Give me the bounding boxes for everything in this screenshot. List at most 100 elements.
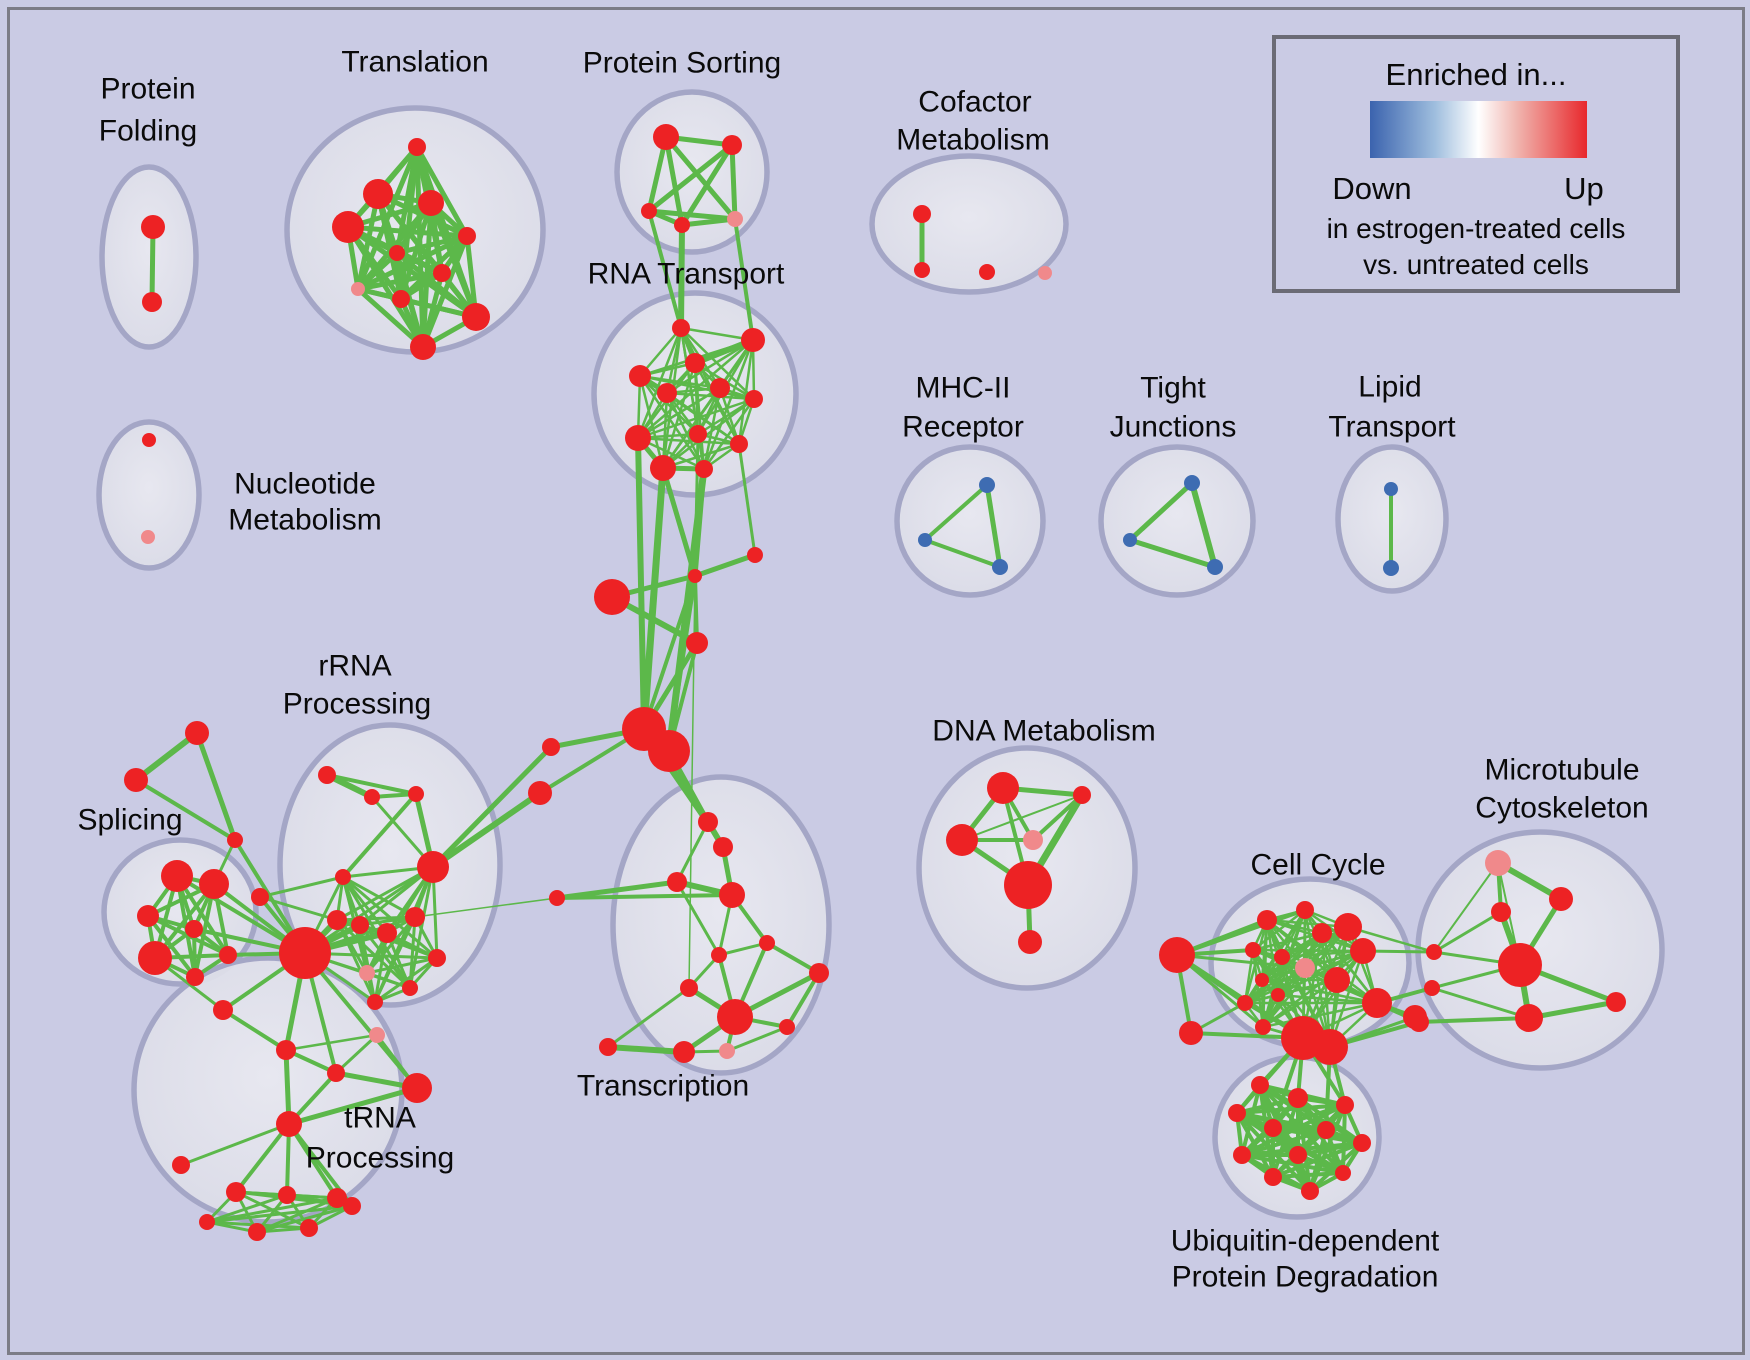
cluster-label-rrna-processing: rRNA (318, 650, 391, 683)
gene-set-node (351, 916, 369, 934)
enrichment-edge (394, 233, 470, 256)
gene-set-node (142, 433, 156, 447)
cluster-ellipse-nucleotide-metabolism (96, 419, 202, 571)
enrichment-edge (1432, 910, 1503, 954)
gene-set-node (1312, 1029, 1348, 1065)
enrichment-edge (1251, 948, 1365, 953)
gene-set-node (186, 968, 204, 986)
gene-set-node (745, 390, 763, 408)
gene-set-node (686, 632, 708, 654)
gene-set-node (987, 772, 1019, 804)
enrichment-edge (355, 250, 400, 292)
gene-set-node (199, 1214, 215, 1230)
gene-set-node (458, 227, 476, 245)
enrichment-edge (1271, 1141, 1364, 1179)
cluster-label-cell-cycle: Cell Cycle (1250, 849, 1385, 882)
enrichment-edge (984, 482, 1003, 570)
gene-set-node (185, 721, 209, 745)
cluster-label-dna-metabolism: DNA Metabolism (932, 715, 1155, 748)
cluster-ellipse-cofactor-metabolism (869, 153, 1069, 295)
gene-set-node (594, 579, 630, 615)
gene-set-node (417, 851, 449, 883)
gene-set-node (1288, 1088, 1308, 1108)
gene-set-node (914, 262, 930, 278)
gene-set-node (549, 890, 565, 906)
cluster-label-nucleotide-metabolism: Nucleotide (234, 468, 376, 501)
cluster-ellipse-mhc-ii-receptor (894, 444, 1046, 598)
gene-set-node (1245, 942, 1261, 958)
gene-set-node (1606, 992, 1626, 1012)
enrichment-edge (341, 875, 417, 919)
enrichment-edge (638, 374, 665, 470)
gene-set-node (719, 1043, 735, 1059)
enrichment-edge (636, 436, 741, 446)
gene-set-node (279, 927, 331, 979)
enrichment-edge (737, 442, 757, 557)
gene-set-node (1334, 913, 1362, 941)
gene-set-node (227, 832, 243, 848)
cluster-label-tight-junctions: Tight (1140, 372, 1206, 405)
gene-set-node (318, 766, 336, 784)
enrichment-edge (733, 217, 755, 342)
legend-box: Enriched in... Down Up in estrogen-treat… (1272, 35, 1680, 293)
gene-set-node (219, 946, 237, 964)
enrichment-edge (692, 466, 707, 579)
gene-set-node (327, 910, 347, 930)
enrichment-edge (345, 224, 426, 350)
gene-set-node (408, 138, 426, 156)
gene-set-node (199, 869, 229, 899)
enrichment-edge (365, 915, 417, 975)
gene-set-node (1264, 1168, 1282, 1186)
gene-set-node (335, 869, 351, 885)
gene-set-node (747, 547, 763, 563)
gene-set-node (433, 264, 451, 282)
gene-set-node (689, 425, 707, 443)
enrichment-edge (1526, 999, 1619, 1021)
enrichment-edge (646, 142, 735, 214)
gene-set-node (410, 334, 436, 360)
gene-set-node (327, 1188, 347, 1208)
enrichment-edge (1175, 953, 1307, 970)
enrichment-edge (255, 1204, 354, 1234)
enrichment-edge (325, 773, 418, 796)
legend-caption-line1: in estrogen-treated cells (1326, 213, 1626, 244)
gene-set-node (142, 292, 162, 312)
gene-set-node (1251, 1076, 1269, 1094)
gene-set-node (667, 872, 687, 892)
cluster-label-microtubule-cytoskeleton: Microtubule (1484, 754, 1639, 787)
enrichment-edge (640, 464, 667, 733)
cluster-label-rna-transport: RNA Transport (588, 258, 785, 291)
gene-set-node (717, 999, 753, 1035)
gene-set-node (741, 328, 765, 352)
enrichment-edge (606, 986, 691, 1049)
enrichment-edge (430, 744, 554, 870)
gene-set-node (343, 1197, 361, 1215)
enrichment-edge (665, 391, 756, 401)
gene-set-node (138, 941, 172, 975)
gene-set-node (992, 559, 1008, 575)
enrichment-edge (923, 538, 1002, 569)
enrichment-edge (1271, 1171, 1345, 1179)
gene-set-node (1274, 949, 1290, 965)
cluster-label-lipid-transport: Lipid (1358, 371, 1421, 404)
gene-set-node (1207, 559, 1223, 575)
enrichment-edge (286, 1085, 420, 1127)
enrichment-edge (636, 386, 722, 440)
cluster-label-ubiquitin-degradation: Ubiquitin-dependent (1171, 1225, 1440, 1258)
gene-set-node (1123, 533, 1137, 547)
gene-set-node (137, 905, 159, 927)
enrichment-edge (636, 397, 756, 440)
legend-caption-line2: vs. untreated cells (1363, 249, 1589, 280)
gene-set-node (1383, 560, 1399, 576)
enrichment-edge (1240, 1128, 1328, 1157)
enrichment-edge (663, 134, 738, 222)
enrichment-edge (365, 956, 439, 975)
gene-set-node (650, 455, 676, 481)
enrichment-edge (1271, 1126, 1345, 1175)
cluster-label-microtubule-cytoskeleton: Cytoskeleton (1475, 792, 1648, 825)
gene-set-node (276, 1111, 302, 1137)
cluster-labels: ProteinFoldingNucleotideMetabolismTransl… (77, 46, 1648, 1294)
enrichment-edge (414, 144, 470, 239)
gene-set-node (695, 460, 713, 478)
